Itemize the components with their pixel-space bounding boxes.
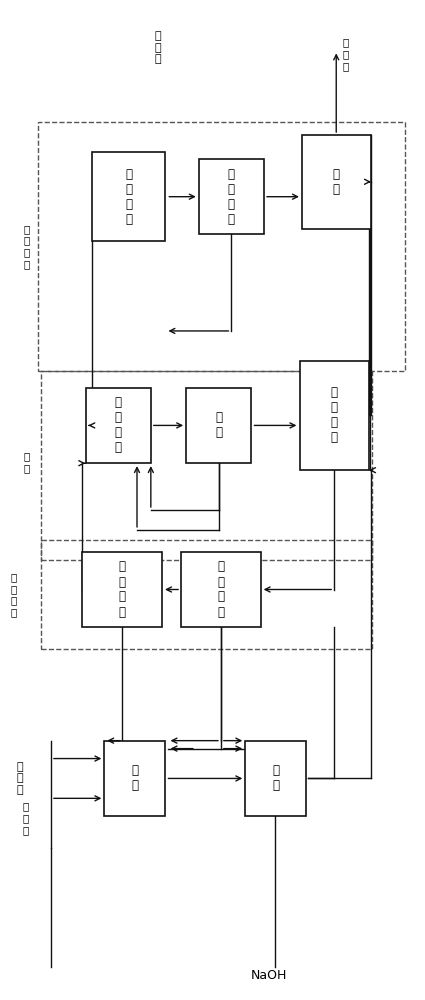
Bar — [40, 371, 372, 560]
Text: 元
素
条: 元 素 条 — [155, 31, 161, 64]
Bar — [300, 361, 369, 470]
Bar — [245, 741, 306, 816]
Bar — [40, 540, 372, 649]
Bar — [38, 122, 405, 371]
Bar — [92, 152, 165, 241]
Text: 冷
法
脱
硝: 冷 法 脱 硝 — [119, 560, 126, 618]
Text: 熔
硝: 熔 硝 — [24, 451, 30, 473]
Text: 化
硝: 化 硝 — [131, 764, 139, 792]
Bar — [199, 159, 264, 234]
Text: 蒸
发
结
晶: 蒸 发 结 晶 — [115, 396, 122, 454]
Text: 干
燥: 干 燥 — [333, 168, 340, 196]
Text: 液
固
分
离: 液 固 分 离 — [228, 168, 235, 226]
Text: 工
业
盐: 工 业 盐 — [16, 762, 23, 795]
Text: 十
水
芒
硝: 十 水 芒 硝 — [10, 572, 17, 617]
Text: 过
滤: 过 滤 — [215, 411, 222, 439]
Bar — [105, 741, 165, 816]
Text: 精
制
硝
碱: 精 制 硝 碱 — [24, 224, 30, 269]
Bar — [186, 388, 251, 463]
Text: 工
业
盐: 工 业 盐 — [23, 802, 29, 835]
Text: 管
田: 管 田 — [272, 764, 279, 792]
Bar — [181, 552, 261, 627]
Text: 加
热
方
式: 加 热 方 式 — [331, 386, 337, 444]
Text: 融
法
脱
硝: 融 法 脱 硝 — [218, 560, 224, 618]
Text: 晶
析
结
晶: 晶 析 结 晶 — [125, 168, 132, 226]
Bar — [85, 388, 150, 463]
Text: NaOH: NaOH — [251, 969, 287, 982]
Bar — [82, 552, 162, 627]
Text: 元
素
条: 元 素 条 — [343, 38, 349, 71]
Bar — [302, 135, 371, 229]
